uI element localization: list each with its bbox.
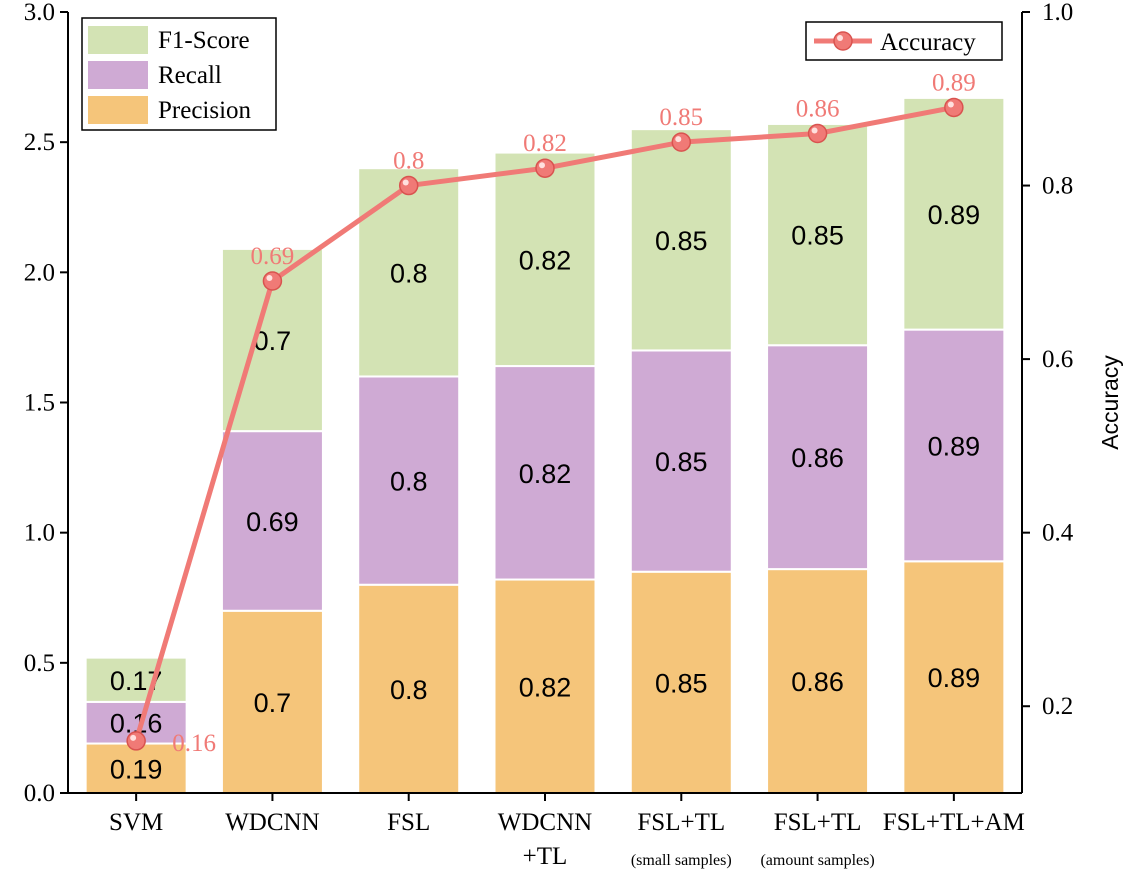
bar-label-recall: 0.8 (390, 467, 428, 497)
bar-label-f1-score: 0.82 (519, 245, 572, 275)
x-tick-label: FSL+TL (774, 809, 862, 836)
bar-series-group: 0.19 0.7 0.8 0.82 0.85 0.86 0.89 0.16 0.69 0.8 0.8… (84, 96, 1006, 795)
x-tick-label-line2: +TL (523, 843, 568, 870)
accuracy-label: 0.16 (172, 730, 216, 757)
bar-label-recall: 0.85 (655, 447, 708, 477)
left-tick-label: 2.5 (24, 129, 55, 156)
x-tick-label: FSL+TL+AM (883, 809, 1025, 836)
legend-marker-highlight (837, 35, 843, 41)
accuracy-marker-highlight (539, 162, 545, 169)
left-tick-label: 1.0 (24, 520, 55, 547)
legend-marker (833, 31, 853, 51)
bar-precision (357, 583, 461, 794)
right-axis-title: Accuracy (1097, 355, 1123, 450)
bar-f1-score (902, 96, 1006, 331)
bar-label-recall: 0.82 (519, 459, 572, 489)
accuracy-marker (126, 731, 146, 751)
bar-label-f1-score: 0.85 (655, 226, 708, 256)
x-tick-label: FSL (387, 809, 430, 836)
right-tick-label: 0.2 (1042, 693, 1073, 720)
axes-group: 0.0 0.5 1.0 1.5 2.0 2.5 3.0 0.2 0.4 0.6 0.8 1.0 Accu… (24, 0, 1123, 870)
accuracy-label: 0.86 (796, 95, 840, 122)
bar-f1-score (629, 128, 733, 352)
accuracy-marker (262, 271, 283, 291)
bar-f1-score (357, 167, 461, 378)
accuracy-marker-highlight (947, 101, 954, 108)
left-tick-label: 0.0 (24, 780, 55, 807)
legend-swatch (88, 61, 148, 89)
accuracy-marker-highlight (266, 275, 273, 282)
accuracy-marker-highlight (675, 136, 682, 143)
bar-recall (493, 365, 597, 581)
bar-precision (84, 742, 188, 795)
right-tick-label: 1.0 (1042, 0, 1073, 26)
legend-label: F1-Score (158, 27, 250, 54)
bar-label-precision: 0.85 (655, 668, 708, 698)
accuracy-marker (944, 97, 964, 118)
accuracy-label: 0.82 (523, 130, 567, 157)
accuracy-marker-highlight (811, 127, 818, 134)
legend-label: Accuracy (880, 29, 976, 56)
left-tick-label: 0.5 (24, 650, 55, 677)
legend-label: Precision (158, 97, 252, 124)
bar-label-precision: 0.19 (110, 754, 163, 784)
bar-label-recall: 0.86 (791, 443, 844, 473)
accuracy-marker (398, 175, 419, 196)
accuracy-label: 0.89 (932, 69, 976, 96)
left-tick-label: 3.0 (24, 0, 55, 26)
bar-recall (357, 375, 461, 586)
bar-label-precision: 0.89 (928, 663, 981, 693)
bar-label-precision: 0.8 (390, 675, 428, 705)
x-tick-label: WDCNN (498, 809, 592, 836)
bar-precision (902, 560, 1006, 795)
bar-label-recall: 0.89 (928, 431, 981, 461)
bar-f1-score (84, 656, 188, 703)
accuracy-marker-highlight (130, 734, 137, 741)
legend-group: F1-Score Recall Precision Accuracy (81, 17, 1003, 131)
bar-recall (902, 328, 1006, 563)
legend-label: Recall (158, 62, 222, 89)
bar-label-f1-score: 0.89 (928, 200, 981, 230)
right-tick-label: 0.8 (1042, 173, 1073, 200)
accuracy-label: 0.69 (251, 243, 295, 270)
bar-recall (629, 349, 733, 573)
x-tick-sublabel: (amount samples) (760, 852, 874, 869)
accuracy-label: 0.85 (659, 104, 703, 131)
x-tick-label: SVM (109, 809, 163, 836)
accuracy-line-group: 0.16 0.69 0.8 0.82 0.85 0.86 0.89 (126, 69, 976, 757)
bar-label-precision: 0.82 (519, 672, 572, 702)
bar-label-f1-score: 0.85 (791, 221, 844, 251)
accuracy-marker (807, 123, 828, 144)
left-tick-label: 2.0 (24, 259, 55, 286)
right-tick-label: 0.6 (1042, 346, 1073, 373)
x-tick-label: WDCNN (225, 809, 319, 836)
bar-label-f1-score: 0.8 (390, 258, 428, 288)
legend-swatch (88, 26, 148, 54)
legend-swatch (88, 96, 148, 124)
x-tick-sublabel: (small samples) (631, 852, 732, 869)
bar-label-precision: 0.7 (254, 688, 292, 718)
accuracy-marker (671, 132, 692, 152)
x-tick-label: FSL+TL (637, 809, 725, 836)
bar-recall (220, 430, 324, 612)
accuracy-marker-highlight (402, 179, 409, 186)
accuracy-label: 0.8 (393, 148, 424, 175)
left-tick-label: 1.5 (24, 390, 55, 417)
bar-f1-score (493, 151, 597, 368)
bar-label-recall: 0.69 (246, 507, 299, 537)
accuracy-marker (535, 158, 555, 178)
right-tick-label: 0.4 (1042, 520, 1074, 547)
bar-f1-score (766, 122, 870, 347)
bar-label-precision: 0.86 (791, 667, 844, 697)
